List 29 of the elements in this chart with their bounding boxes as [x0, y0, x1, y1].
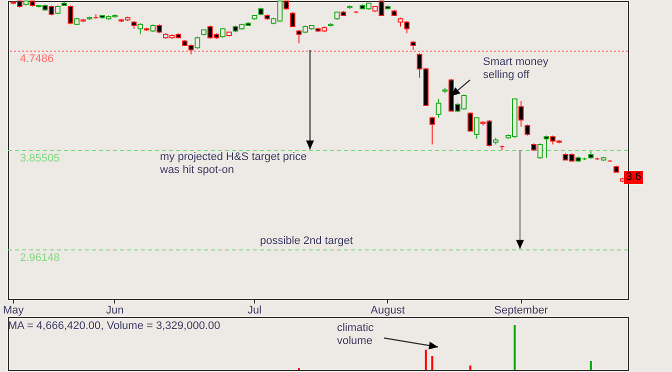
x-tick-label: September — [494, 304, 548, 316]
ref-line-label: 2.96148 — [20, 252, 60, 264]
candlestick — [430, 116, 435, 145]
annotation: my projected H&S target price was hit spot-on — [160, 151, 308, 177]
bar — [424, 350, 427, 370]
candlestick — [296, 29, 302, 44]
candlestick — [537, 142, 543, 160]
candlestick — [524, 124, 530, 136]
annotation: possible 2nd target — [260, 235, 354, 248]
bar — [514, 325, 516, 370]
ref-line-label: 3.85505 — [20, 152, 60, 165]
x-tick-label: May — [3, 304, 24, 316]
candlestick — [138, 22, 144, 35]
annotation: climatic volume — [337, 322, 375, 348]
candlestick — [68, 4, 74, 25]
candlestick — [290, 12, 296, 28]
ref-line-label: 4.7486 — [20, 53, 54, 66]
x-tick-label: August — [370, 304, 405, 316]
x-tick-label: Jul — [248, 304, 262, 316]
annotation: 3.6 — [624, 170, 644, 184]
candlestick — [468, 112, 474, 132]
candlestick — [194, 36, 200, 50]
x-tick-label: Jun — [106, 304, 124, 316]
bar — [431, 356, 434, 370]
bar — [590, 361, 592, 370]
annotation: Smart money selling off — [483, 56, 550, 82]
bar — [469, 366, 472, 370]
candlestick — [436, 98, 442, 118]
candlestick — [518, 100, 524, 128]
